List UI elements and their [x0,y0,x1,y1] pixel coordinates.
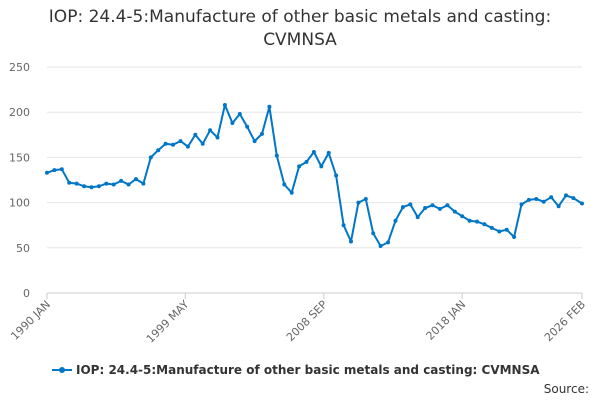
data-point[interactable] [185,144,190,149]
y-tick-label: 0 [23,287,30,300]
legend-swatch [52,365,72,375]
data-point[interactable] [74,181,79,186]
legend-swatch-dot [59,367,65,373]
data-point[interactable] [475,219,479,224]
data-point[interactable] [163,141,168,146]
data-point[interactable] [171,142,175,147]
data-point[interactable] [341,223,346,228]
x-tick-label: 2026 FEB [542,298,588,344]
data-point[interactable] [215,135,220,140]
data-point[interactable] [59,167,64,172]
data-point[interactable] [437,206,442,211]
data-point[interactable] [415,215,420,220]
data-point[interactable] [564,193,568,198]
data-point[interactable] [504,227,509,232]
data-point[interactable] [512,235,517,239]
data-point[interactable] [556,204,561,209]
data-point[interactable] [141,181,146,186]
x-tick-label: 2018 JAN [424,298,469,343]
data-point[interactable] [519,202,524,207]
series-line [46,104,583,247]
data-point[interactable] [193,132,198,137]
data-point[interactable] [571,196,576,201]
data-point[interactable] [467,218,472,223]
data-point[interactable] [237,112,242,116]
legend-label: IOP: 24.4-5:Manufacture of other basic m… [76,363,540,377]
data-point[interactable] [356,200,361,205]
data-point[interactable] [423,206,428,210]
data-point[interactable] [282,182,287,187]
chart-title-line-1: IOP: 24.4-5:Manufacture of other basic m… [48,7,552,27]
data-point[interactable] [274,153,279,158]
data-point[interactable] [334,173,339,178]
data-point[interactable] [489,225,494,230]
data-point[interactable] [82,184,87,189]
data-point[interactable] [319,164,324,169]
data-point[interactable] [460,214,465,219]
data-point[interactable] [252,139,257,144]
data-point[interactable] [45,170,49,175]
data-point[interactable] [371,231,376,236]
data-point[interactable] [126,182,131,187]
y-tick-label: 250 [9,61,30,74]
data-point[interactable] [52,168,57,173]
data-point[interactable] [445,203,450,208]
data-point[interactable] [311,150,316,154]
data-point[interactable] [208,128,213,133]
data-point[interactable] [326,150,331,155]
data-point[interactable] [156,148,161,153]
source-credit[interactable]: Source: [543,382,589,396]
data-point[interactable] [378,244,383,248]
data-point[interactable] [363,197,368,201]
chart-title-line-2: CVMNSA [263,30,337,50]
y-axis: 0 50 100 150 200 250 [9,61,30,300]
data-point[interactable] [230,121,235,125]
data-point[interactable] [297,164,302,169]
x-tick-label: 1999 MAY [144,298,192,346]
data-point[interactable] [526,197,531,202]
chart-title: IOP: 24.4-5:Manufacture of other basic m… [0,6,600,52]
data-point[interactable] [549,195,554,200]
y-tick-label: 200 [9,106,30,119]
y-tick-label: 100 [9,197,30,210]
data-point[interactable] [304,159,309,164]
data-point[interactable] [178,139,183,144]
data-point[interactable] [245,124,250,129]
y-tick-label: 50 [16,242,30,255]
data-point[interactable] [222,103,227,107]
data-point[interactable] [534,197,539,201]
data-point[interactable] [104,181,109,186]
data-point[interactable] [482,222,487,227]
data-point[interactable] [400,205,405,210]
y-tick-label: 150 [9,151,30,164]
data-point[interactable] [89,185,94,190]
data-point[interactable] [430,203,435,208]
x-tick-label: 2008 SEP [284,298,330,344]
data-point[interactable] [111,182,116,187]
series-layer [45,103,584,248]
data-point[interactable] [386,240,390,245]
x-tick-label: 1990 JAN [8,298,53,343]
legend-item[interactable]: IOP: 24.4-5:Manufacture of other basic m… [52,363,540,377]
data-point[interactable] [148,155,153,160]
data-point[interactable] [393,218,398,223]
data-point[interactable] [134,177,138,182]
data-point[interactable] [541,199,546,204]
data-point[interactable] [349,239,353,244]
data-point[interactable] [67,180,72,185]
x-axis: 1990 JAN 1999 MAY 2008 SEP 2018 JAN 2026 FEB [8,293,588,346]
data-point[interactable] [200,141,205,146]
data-point[interactable] [96,184,101,189]
data-point[interactable] [260,131,264,136]
data-point[interactable] [267,104,272,109]
data-point[interactable] [580,201,584,206]
data-point[interactable] [452,209,457,214]
data-point[interactable] [408,202,413,207]
data-point[interactable] [119,178,124,183]
data-point[interactable] [289,190,294,195]
gridlines [47,66,582,294]
data-point[interactable] [497,229,502,234]
